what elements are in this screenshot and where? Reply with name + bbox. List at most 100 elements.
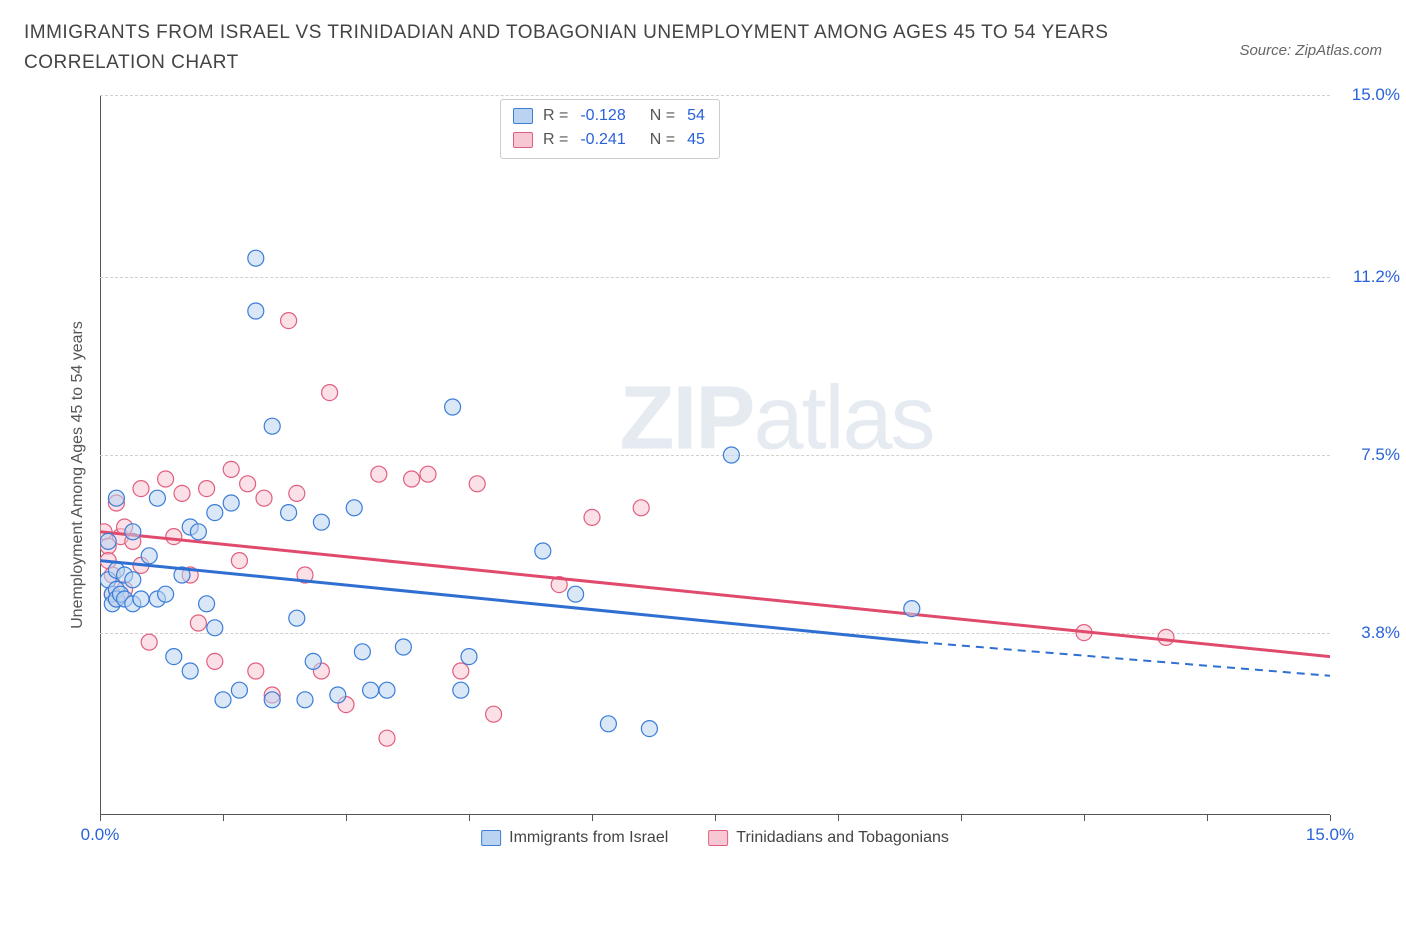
data-point-a [223, 495, 239, 511]
data-point-b [281, 313, 297, 329]
legend-swatch [481, 830, 501, 846]
data-point-b [174, 485, 190, 501]
x-tick-label: 15.0% [1306, 825, 1354, 845]
data-point-a [141, 548, 157, 564]
data-point-a [149, 490, 165, 506]
data-point-a [166, 649, 182, 665]
data-point-a [215, 692, 231, 708]
legend-r-label: R = [543, 128, 568, 152]
legend-swatch [708, 830, 728, 846]
y-tick-label: 15.0% [1352, 85, 1400, 105]
legend-swatch [513, 108, 533, 124]
data-point-a [453, 682, 469, 698]
data-point-a [723, 447, 739, 463]
data-point-a [461, 649, 477, 665]
data-point-a [904, 601, 920, 617]
data-point-a [264, 692, 280, 708]
data-point-a [190, 524, 206, 540]
data-point-a [125, 524, 141, 540]
bottom-legend-item: Immigrants from Israel [481, 829, 668, 847]
bottom-legend-item: Trinidadians and Tobagonians [708, 829, 949, 847]
data-point-b [240, 476, 256, 492]
data-point-b [256, 490, 272, 506]
stats-legend-row: R = -0.241N = 45 [513, 128, 705, 152]
data-point-b [231, 553, 247, 569]
legend-n-label: N = [650, 128, 675, 152]
data-point-a [281, 505, 297, 521]
x-tick [469, 815, 470, 821]
data-point-b [584, 509, 600, 525]
data-point-b [223, 461, 239, 477]
data-point-b [633, 500, 649, 516]
data-point-a [535, 543, 551, 559]
data-point-a [354, 644, 370, 660]
data-point-a [379, 682, 395, 698]
data-point-b [379, 730, 395, 746]
x-tick [1330, 815, 1331, 821]
x-tick-label: 0.0% [81, 825, 120, 845]
legend-swatch [513, 132, 533, 148]
data-point-b [158, 471, 174, 487]
x-tick [838, 815, 839, 821]
bottom-legend-label: Trinidadians and Tobagonians [736, 829, 949, 846]
data-point-a [568, 586, 584, 602]
data-point-b [420, 466, 436, 482]
data-point-a [330, 687, 346, 703]
data-point-a [108, 490, 124, 506]
plot-region: ZIPatlas Immigrants from IsraelTrinidadi… [100, 95, 1330, 815]
data-point-b [322, 385, 338, 401]
y-tick-label: 11.2% [1353, 267, 1400, 287]
bottom-legend: Immigrants from Israel Trinidadians and T… [481, 829, 949, 847]
data-point-b [404, 471, 420, 487]
data-point-a [248, 303, 264, 319]
y-axis-label: Unemployment Among Ages 45 to 54 years [69, 321, 87, 629]
x-tick [1084, 815, 1085, 821]
x-tick [961, 815, 962, 821]
data-point-b [469, 476, 485, 492]
data-point-a [231, 682, 247, 698]
data-point-a [199, 596, 215, 612]
data-point-a [158, 586, 174, 602]
stats-legend: R = -0.128N = 54R = -0.241N = 45 [500, 99, 720, 159]
legend-r-value: -0.241 [580, 128, 625, 152]
data-point-a [600, 716, 616, 732]
legend-r-label: R = [543, 104, 568, 128]
x-tick [592, 815, 593, 821]
chart-title: IMMIGRANTS FROM ISRAEL VS TRINIDADIAN AN… [24, 18, 1144, 79]
x-tick [223, 815, 224, 821]
source-label: Source: ZipAtlas.com [1239, 42, 1382, 59]
data-point-a [641, 721, 657, 737]
y-tick-label: 7.5% [1361, 445, 1400, 465]
data-point-b [166, 529, 182, 545]
x-tick [715, 815, 716, 821]
data-point-a [248, 250, 264, 266]
header: IMMIGRANTS FROM ISRAEL VS TRINIDADIAN AN… [0, 0, 1406, 87]
data-point-b [371, 466, 387, 482]
data-point-b [248, 663, 264, 679]
data-point-a [207, 620, 223, 636]
stats-legend-row: R = -0.128N = 54 [513, 104, 705, 128]
data-point-a [305, 653, 321, 669]
trend-line-dashed-a [920, 642, 1330, 676]
data-point-a [445, 399, 461, 415]
data-point-a [346, 500, 362, 516]
y-tick-label: 3.8% [1361, 623, 1400, 643]
x-tick [100, 815, 101, 821]
data-point-a [289, 610, 305, 626]
legend-r-value: -0.128 [580, 104, 625, 128]
data-point-a [207, 505, 223, 521]
data-point-b [453, 663, 469, 679]
data-point-b [190, 615, 206, 631]
data-point-b [133, 481, 149, 497]
legend-n-value: 54 [687, 104, 705, 128]
data-point-b [199, 481, 215, 497]
data-point-a [100, 533, 116, 549]
x-tick [346, 815, 347, 821]
bottom-legend-label: Immigrants from Israel [509, 829, 668, 846]
x-tick [1207, 815, 1208, 821]
data-point-b [207, 653, 223, 669]
data-point-b [289, 485, 305, 501]
data-point-a [264, 418, 280, 434]
data-point-b [141, 634, 157, 650]
data-point-a [125, 572, 141, 588]
